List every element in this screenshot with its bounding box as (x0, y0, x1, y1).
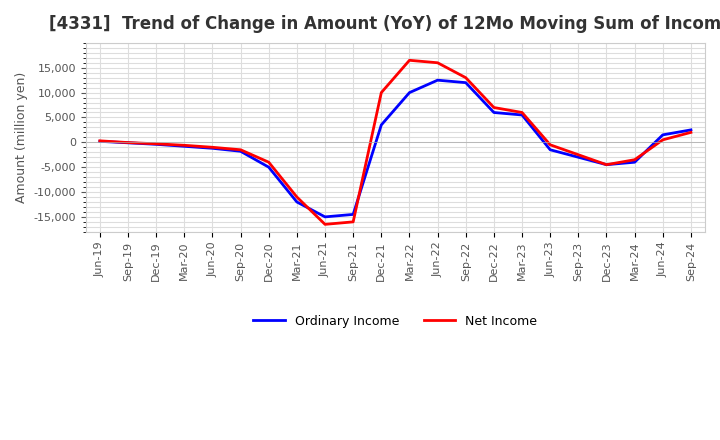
Ordinary Income (377, 122, 386, 128)
Ordinary Income (208, 146, 217, 151)
Net Income (602, 162, 611, 167)
Net Income (124, 140, 132, 145)
Net Income (320, 222, 329, 227)
Ordinary Income (180, 143, 189, 149)
Ordinary Income (462, 80, 470, 85)
Ordinary Income (490, 110, 498, 115)
Ordinary Income (264, 165, 273, 170)
Net Income (96, 138, 104, 143)
Net Income (152, 141, 161, 147)
Net Income (405, 58, 414, 63)
Net Income (433, 60, 442, 66)
Net Income (208, 145, 217, 150)
Ordinary Income (349, 212, 358, 217)
Y-axis label: Amount (million yen): Amount (million yen) (15, 72, 28, 203)
Net Income (574, 152, 582, 158)
Ordinary Income (96, 139, 104, 144)
Net Income (292, 194, 301, 200)
Net Income (462, 75, 470, 81)
Ordinary Income (546, 147, 554, 152)
Ordinary Income (152, 142, 161, 147)
Net Income (349, 219, 358, 224)
Net Income (518, 110, 526, 115)
Ordinary Income (433, 77, 442, 83)
Ordinary Income (630, 160, 639, 165)
Legend: Ordinary Income, Net Income: Ordinary Income, Net Income (248, 310, 542, 333)
Ordinary Income (124, 140, 132, 146)
Line: Net Income: Net Income (100, 60, 691, 224)
Title: [4331]  Trend of Change in Amount (YoY) of 12Mo Moving Sum of Incomes: [4331] Trend of Change in Amount (YoY) o… (49, 15, 720, 33)
Ordinary Income (602, 162, 611, 167)
Net Income (236, 147, 245, 152)
Ordinary Income (320, 214, 329, 220)
Line: Ordinary Income: Ordinary Income (100, 80, 691, 217)
Net Income (490, 105, 498, 110)
Net Income (687, 130, 696, 135)
Ordinary Income (574, 154, 582, 160)
Ordinary Income (687, 127, 696, 132)
Net Income (377, 90, 386, 95)
Net Income (546, 142, 554, 147)
Ordinary Income (236, 149, 245, 154)
Net Income (630, 157, 639, 162)
Ordinary Income (659, 132, 667, 138)
Ordinary Income (292, 199, 301, 205)
Net Income (264, 160, 273, 165)
Net Income (659, 137, 667, 143)
Ordinary Income (405, 90, 414, 95)
Net Income (180, 143, 189, 148)
Ordinary Income (518, 112, 526, 117)
